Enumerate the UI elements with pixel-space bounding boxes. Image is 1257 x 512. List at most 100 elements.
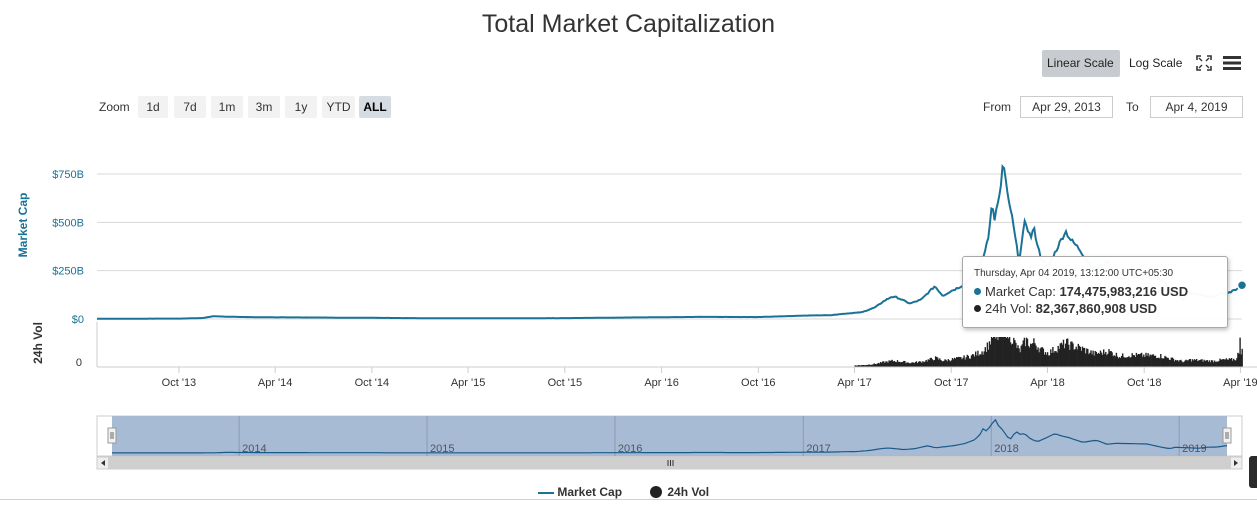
log-scale-button[interactable]: Log Scale	[1129, 56, 1183, 70]
legend-line-icon	[538, 492, 554, 494]
volume-bar	[1000, 337, 1002, 367]
volume-bar	[870, 364, 872, 367]
volume-bar	[968, 358, 971, 367]
navigator-handle-left[interactable]	[107, 427, 117, 444]
volume-bar	[1073, 349, 1075, 367]
volume-bar	[1056, 352, 1058, 367]
tooltip-date: Thursday, Apr 04 2019, 13:12:00 UTC+05:3…	[974, 268, 1174, 279]
volume-bar	[891, 359, 893, 367]
volume-bar	[1159, 358, 1161, 367]
volume-bar	[999, 337, 1001, 367]
volume-bar	[893, 361, 895, 367]
volume-bar	[1217, 361, 1219, 367]
volume-bar	[1069, 349, 1071, 367]
volume-bar	[957, 357, 959, 367]
x-tick-label: Oct '15	[548, 377, 583, 389]
navigator-year-label: 2017	[806, 443, 830, 455]
zoom-1d-button[interactable]: 1d	[138, 96, 168, 118]
volume-bar	[1126, 357, 1128, 367]
legend-market-cap[interactable]: Market Cap	[538, 484, 622, 500]
volume-bar	[1227, 359, 1230, 367]
volume-bar	[1035, 345, 1037, 367]
volume-bar	[1235, 360, 1237, 367]
volume-bar	[898, 361, 901, 367]
volume-bar	[1123, 356, 1125, 367]
volume-bar	[1104, 353, 1106, 367]
menu-icon[interactable]	[1222, 54, 1242, 72]
volume-bar	[876, 363, 879, 367]
side-tab[interactable]	[1249, 456, 1257, 488]
volume-bar	[1057, 345, 1059, 367]
volume-bar	[961, 359, 963, 367]
volume-bar	[910, 362, 912, 367]
volume-bar	[959, 357, 961, 367]
volume-bar	[1202, 361, 1204, 367]
navigator-scrollbar[interactable]	[96, 456, 1243, 470]
volume-bar	[1226, 359, 1229, 367]
volume-bar	[861, 365, 864, 367]
zoom-3m-button[interactable]: 3m	[248, 96, 280, 118]
fullscreen-icon[interactable]	[1196, 55, 1212, 71]
volume-bar	[942, 361, 944, 367]
volume-bar	[972, 354, 975, 367]
volume-bar	[998, 337, 1000, 367]
volume-bar	[997, 340, 999, 367]
market-cap-dot-icon	[974, 288, 981, 296]
volume-bar	[1001, 337, 1003, 367]
volume-bar	[1125, 357, 1127, 367]
x-tick-label: Oct '17	[934, 377, 969, 389]
volume-bar	[1119, 358, 1122, 367]
volume-bar	[929, 357, 931, 367]
zoom-label: Zoom	[99, 100, 130, 114]
volume-bar	[1113, 355, 1115, 367]
volume-bar	[1162, 358, 1164, 367]
legend-volume[interactable]: 24h Vol	[650, 484, 709, 500]
volume-bar	[1112, 356, 1114, 367]
volume-bar	[1208, 360, 1211, 367]
volume-bar	[1220, 359, 1222, 367]
volume-bar	[1160, 354, 1162, 367]
volume-bar	[1078, 345, 1081, 367]
volume-bar	[1120, 355, 1123, 367]
volume-bar	[1149, 354, 1151, 367]
volume-bar	[906, 362, 908, 367]
zoom-1y-button[interactable]: 1y	[285, 96, 317, 118]
volume-bar	[1020, 345, 1022, 367]
volume-bar	[1071, 341, 1073, 367]
zoom-1m-button[interactable]: 1m	[211, 96, 243, 118]
volume-bar	[1072, 343, 1074, 367]
volume-dot-icon	[974, 305, 981, 313]
volume-bar	[869, 364, 871, 367]
navigator-year-label: 2016	[618, 443, 642, 455]
volume-bar	[938, 359, 940, 367]
zoom-7d-button[interactable]: 7d	[174, 96, 206, 118]
volume-bar	[1007, 338, 1010, 367]
volume-bar	[1239, 337, 1241, 367]
zoom-ytd-button[interactable]: YTD	[322, 96, 355, 118]
volume-bar	[1186, 360, 1188, 367]
volume-bar	[1089, 352, 1091, 367]
range-to-input[interactable]	[1150, 96, 1243, 118]
volume-bar	[865, 365, 867, 367]
volume-bar	[1151, 354, 1153, 367]
volume-bar	[1027, 345, 1030, 367]
volume-bar	[1040, 347, 1042, 367]
volume-bar	[1233, 358, 1235, 367]
navigator-selection[interactable]	[112, 416, 1227, 456]
volume-bar	[1124, 357, 1126, 367]
volume-bar	[953, 357, 956, 367]
volume-bar	[996, 337, 998, 367]
navigator-handle-right[interactable]	[1222, 427, 1232, 444]
volume-bar	[930, 357, 932, 367]
volume-bar	[1173, 361, 1176, 367]
volume-bar	[1130, 357, 1132, 367]
range-from-input[interactable]	[1020, 96, 1113, 118]
volume-bar	[1214, 360, 1216, 367]
linear-scale-button[interactable]: Linear Scale	[1042, 50, 1120, 77]
volume-bar	[946, 361, 948, 367]
volume-bar	[988, 341, 991, 367]
volume-bar	[1192, 360, 1195, 367]
zoom-all-button[interactable]: ALL	[359, 96, 391, 118]
volume-bar	[1097, 352, 1100, 367]
